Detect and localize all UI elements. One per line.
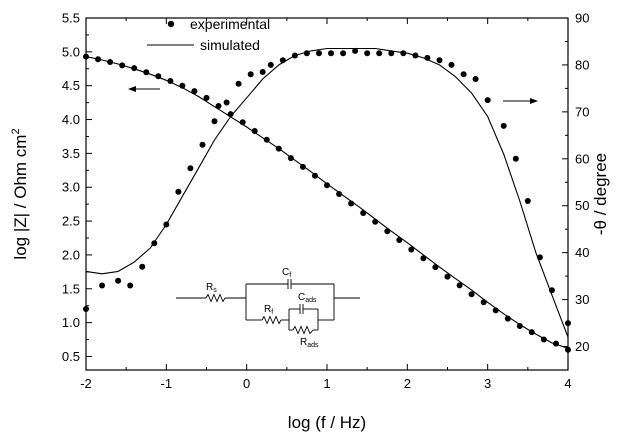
resistor-rs <box>205 293 226 303</box>
data-point-phase <box>247 71 254 78</box>
circuit-label-cads: Cads <box>298 292 317 304</box>
x-axis-title: log (f / Hz) <box>288 413 366 432</box>
legend-label-experimental: experimental <box>190 16 270 32</box>
data-point-phase <box>267 61 274 68</box>
y-left-tick-label: 2.5 <box>62 214 80 229</box>
y-left-tick-label: 2.0 <box>62 247 80 262</box>
data-point-modulus <box>191 88 198 95</box>
data-point-phase <box>259 69 266 75</box>
x-tick-label: 0 <box>243 376 250 391</box>
data-point-phase <box>500 122 507 129</box>
data-point-modulus <box>336 191 343 197</box>
axis-tick-labels: -2 -1 0 1 2 3 4 0.5 1.0 1.5 2.0 2.5 3.0 3.5 4.0 4.5 5.0 5… <box>62 11 590 392</box>
y-right-tick-label: 50 <box>575 198 589 213</box>
y-left-tick-label: 3.5 <box>62 146 80 161</box>
y-right-tick-label: 20 <box>575 339 589 354</box>
data-point-phase <box>484 97 491 104</box>
y-left-tick-label: 1.5 <box>62 281 80 296</box>
data-point-phase <box>448 61 455 68</box>
circuit-label-cf: Cf <box>282 267 291 279</box>
plot-frame <box>85 17 569 371</box>
data-point-modulus <box>420 255 427 262</box>
arrow-right-annotation <box>503 98 538 104</box>
data-point-phase <box>211 118 218 125</box>
x-tick-label: 2 <box>404 376 411 391</box>
x-tick-label: 3 <box>484 376 491 391</box>
resistor-rf <box>261 315 282 325</box>
data-point-phase <box>400 50 407 57</box>
data-point-phase <box>388 50 395 57</box>
data-point-phase <box>565 320 571 327</box>
y-right-tick-label: 40 <box>575 245 589 260</box>
data-point-phase <box>139 263 146 270</box>
data-point-phase <box>436 57 443 64</box>
data-point-phase <box>235 80 242 87</box>
data-point-phase <box>328 50 334 57</box>
y-left-tick-label: 5.0 <box>62 44 80 59</box>
x-tick-label: -2 <box>80 376 92 391</box>
data-point-modulus <box>408 246 415 253</box>
data-point-phase <box>199 141 206 148</box>
series-line-phase <box>85 47 569 338</box>
data-point-modulus <box>468 291 475 298</box>
y-left-axis-title: log |Z| / Ohm cm2 <box>10 128 30 259</box>
data-point-phase <box>316 50 322 57</box>
data-point-phase <box>223 99 230 106</box>
data-point-modulus <box>456 282 463 289</box>
legend-label-simulated: simulated <box>200 37 260 53</box>
data-point-phase <box>127 282 134 289</box>
data-point-phase <box>376 50 383 57</box>
legend-dot-marker <box>167 20 175 28</box>
y-left-tick-label: 4.0 <box>62 112 80 127</box>
data-point-phase <box>187 165 194 172</box>
data-point-modulus <box>251 128 258 134</box>
circuit-labels: Rs Cf Rf Cads Rads <box>206 267 319 349</box>
data-point-modulus <box>215 103 222 109</box>
y-right-tick-label: 60 <box>575 151 589 166</box>
circuit-label-rs: Rs <box>206 282 217 294</box>
data-point-modulus <box>372 218 379 225</box>
data-point-phase <box>460 71 467 78</box>
data-point-phase <box>83 306 89 312</box>
data-point-modulus <box>444 273 451 280</box>
data-point-modulus <box>516 323 523 329</box>
x-tick-label: 4 <box>564 376 571 391</box>
data-point-phase <box>524 198 531 204</box>
data-point-phase <box>115 277 122 284</box>
data-point-phase <box>99 282 106 289</box>
circuit-label-rads: Rads <box>300 337 319 349</box>
data-point-modulus <box>203 94 210 101</box>
data-point-phase <box>512 155 519 162</box>
legend: experimental simulated <box>147 16 270 53</box>
data-point-modulus <box>324 182 330 189</box>
y-right-axis-title: -θ / degree <box>591 153 610 235</box>
y-left-axis-title-sup: 2 <box>10 128 22 134</box>
equivalent-circuit-inset <box>176 279 360 335</box>
y-right-tick-label: 70 <box>575 104 589 119</box>
y-left-axis-title-main: log |Z| / Ohm cm <box>11 135 30 260</box>
y-left-tick-label: 4.5 <box>62 78 80 93</box>
data-point-phase <box>352 47 359 54</box>
y-right-tick-label: 30 <box>575 292 589 307</box>
axis-ticks <box>85 17 569 370</box>
data-point-phase <box>175 188 182 195</box>
data-point-phase <box>364 50 371 57</box>
y-left-tick-label: 0.5 <box>62 349 80 364</box>
x-tick-label: -1 <box>161 376 173 391</box>
series-line-modulus <box>85 56 569 349</box>
data-point-phase <box>340 50 347 57</box>
y-left-tick-label: 3.0 <box>62 180 80 195</box>
y-left-tick-label: 1.0 <box>62 315 80 330</box>
resistor-rads <box>292 325 314 335</box>
arrow-left-annotation <box>128 86 160 92</box>
y-left-tick-label: 5.5 <box>62 11 80 26</box>
series-layer <box>83 47 571 353</box>
x-tick-label: 1 <box>323 376 330 391</box>
y-right-tick-label: 90 <box>575 11 589 26</box>
data-point-phase <box>472 76 479 82</box>
circuit-label-rf: Rf <box>264 304 273 316</box>
y-right-tick-label: 80 <box>575 57 589 72</box>
